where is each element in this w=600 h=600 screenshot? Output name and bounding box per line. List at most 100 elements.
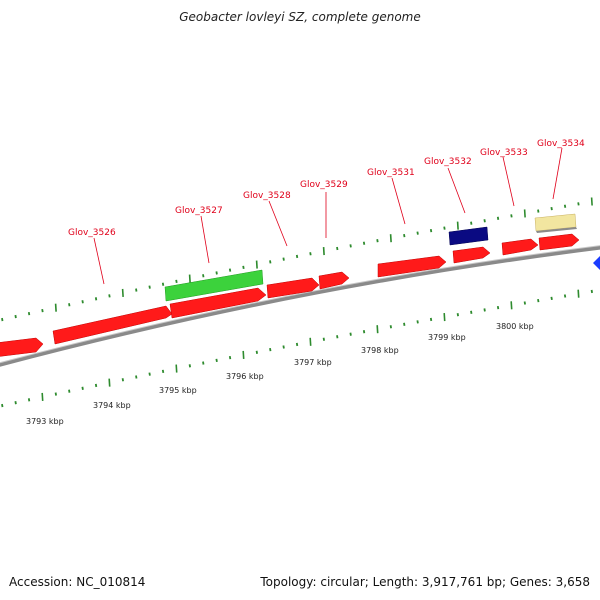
minor-tick	[403, 322, 406, 326]
minor-tick	[121, 378, 124, 382]
major-tick	[322, 247, 325, 256]
scale-label: 3800 kbp	[496, 322, 534, 331]
minor-tick	[228, 356, 232, 360]
minor-tick	[81, 300, 84, 304]
scale-label: 3796 kbp	[226, 372, 264, 381]
minor-tick	[202, 361, 205, 365]
gene-arrow[interactable]	[0, 337, 44, 357]
minor-tick	[135, 375, 138, 379]
gene-glov-3527[interactable]	[164, 269, 264, 302]
minor-tick	[349, 332, 352, 336]
major-tick	[389, 234, 392, 243]
minor-tick	[41, 308, 44, 313]
accession-label: Accession: NC_010814	[9, 575, 146, 589]
scale-label: 3794 kbp	[93, 401, 131, 410]
gene-label: Glov_3528	[243, 191, 291, 201]
minor-tick	[496, 216, 500, 220]
minor-tick	[376, 239, 379, 243]
genome-summary: Topology: circular; Length: 3,917,761 bp…	[260, 575, 590, 589]
major-tick	[188, 274, 191, 283]
gene-arrow-blue[interactable]	[593, 256, 600, 270]
gene-glov-3533[interactable]	[501, 238, 539, 256]
minor-tick	[403, 233, 406, 238]
gene-label: Glov_3527	[175, 206, 223, 216]
minor-tick	[470, 221, 473, 225]
minor-tick	[483, 219, 486, 223]
major-tick	[456, 221, 459, 230]
gene-label: Glov_3526	[68, 228, 116, 238]
scale-label: 3795 kbp	[159, 386, 197, 395]
gene-glov-3526[interactable]	[52, 305, 173, 345]
minor-tick	[336, 246, 339, 251]
gene-label: Glov_3534	[537, 139, 585, 149]
minor-tick	[1, 317, 4, 322]
minor-tick	[523, 301, 526, 305]
minor-tick	[362, 330, 366, 334]
minor-tick	[537, 209, 540, 213]
minor-tick	[470, 310, 473, 314]
minor-tick	[429, 228, 433, 233]
gene-label: Glov_3529	[300, 180, 348, 190]
minor-tick	[456, 313, 459, 317]
scale-label: 3793 kbp	[26, 417, 64, 426]
minor-tick	[295, 254, 299, 259]
minor-tick	[362, 241, 366, 245]
minor-tick	[27, 398, 31, 402]
minor-tick	[282, 257, 285, 261]
minor-tick	[161, 369, 165, 374]
minor-tick	[68, 303, 71, 307]
gene-glov-3528[interactable]	[266, 277, 320, 299]
minor-tick	[255, 350, 258, 354]
minor-tick	[215, 358, 218, 363]
minor-tick	[416, 320, 419, 324]
minor-tick	[54, 392, 57, 396]
major-tick	[523, 209, 526, 218]
major-tick	[309, 337, 312, 346]
minor-tick	[577, 202, 580, 206]
minor-tick	[68, 389, 71, 393]
gene-glov-3534-forward[interactable]	[538, 233, 580, 251]
minor-tick	[349, 244, 352, 248]
minor-tick	[309, 252, 312, 256]
minor-tick	[94, 297, 98, 301]
minor-tick	[135, 288, 138, 292]
gene-glov-3532[interactable]	[448, 226, 489, 246]
major-tick	[41, 392, 44, 401]
minor-tick	[202, 274, 205, 278]
gene-glov-3529[interactable]	[318, 271, 350, 290]
minor-tick	[416, 231, 419, 235]
major-tick	[54, 303, 57, 312]
minor-tick	[429, 317, 433, 322]
minor-tick	[282, 345, 285, 349]
minor-tick	[443, 226, 446, 230]
minor-tick	[483, 308, 486, 312]
minor-tick	[322, 337, 325, 341]
minor-tick	[510, 214, 513, 218]
minor-tick	[269, 348, 272, 352]
genome-title: Geobacter lovleyi SZ, complete genome	[179, 10, 421, 24]
gene-glov-3534-shadow	[536, 227, 577, 233]
scale-label: 3797 kbp	[294, 358, 332, 367]
outer-tick-track	[1, 197, 593, 322]
gene-glov-3531[interactable]	[377, 255, 447, 278]
major-tick	[255, 260, 258, 269]
minor-tick	[563, 294, 567, 298]
major-tick	[590, 197, 593, 206]
major-tick	[121, 288, 124, 298]
minor-tick	[228, 268, 232, 272]
minor-tick	[1, 403, 4, 408]
gene-label: Glov_3531	[367, 168, 415, 178]
gene-glov-3532-forward[interactable]	[452, 246, 491, 264]
gene-glov-3527-reverse[interactable]	[169, 287, 267, 319]
major-tick	[577, 289, 580, 298]
minor-tick	[81, 386, 84, 390]
inner-tick-track	[1, 289, 593, 408]
minor-tick	[108, 294, 111, 298]
minor-tick	[242, 265, 245, 269]
minor-tick	[550, 207, 553, 211]
minor-tick	[161, 282, 165, 286]
minor-tick	[94, 383, 98, 388]
genome-backbone	[0, 245, 600, 367]
minor-tick	[27, 311, 31, 316]
minor-tick	[14, 314, 17, 319]
